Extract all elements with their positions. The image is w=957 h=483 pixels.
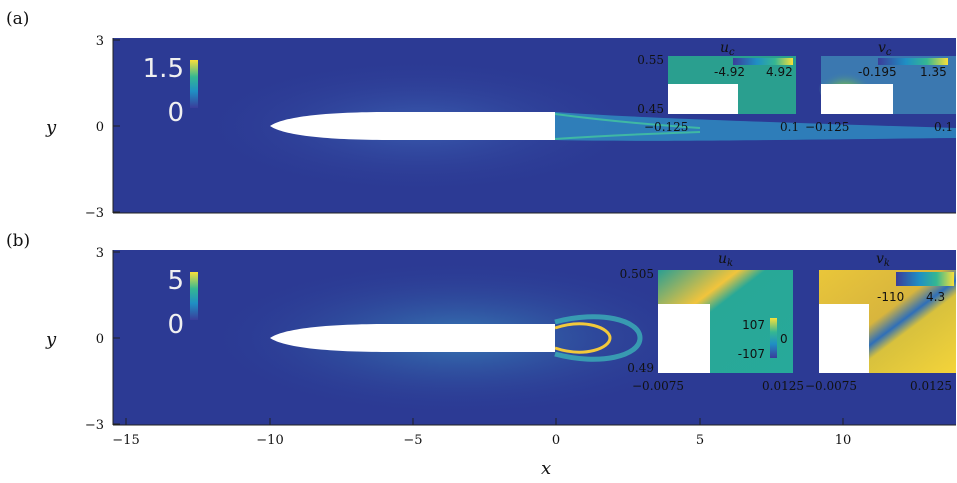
inset-uc-cb-min: -4.92 <box>714 65 745 79</box>
inset-vk-body <box>819 304 869 373</box>
panel-b-wake-arc-outer <box>554 314 643 362</box>
panel-a-ytick-top: 3 <box>96 34 104 49</box>
inset-vc-title: vc <box>878 40 892 58</box>
x-axis-ticks: −15 −10 −5 0 5 10 <box>112 418 851 448</box>
panel-b-wake-arc-inner <box>554 322 612 354</box>
panel-a-body <box>270 112 555 140</box>
inset-uk-xright: 0.0125 <box>762 379 804 393</box>
panel-a-ytick-mid: 0 <box>96 120 104 135</box>
panel-a-shear-lower <box>554 131 701 140</box>
inset-vk-cb-max: 4.3 <box>926 290 945 304</box>
inset-uc: -4.92 4.92 uc 0.55 0.45 −0.125 0.1 <box>637 40 799 134</box>
inset-uk-cb-mid: 0 <box>780 332 788 346</box>
xtick-neg5: −5 <box>403 433 422 448</box>
inset-vk-title: vk <box>876 251 890 269</box>
inset-vc-body <box>821 84 893 114</box>
panel-a-label: (a) <box>6 9 29 29</box>
panel-b-ytick-top: 3 <box>96 246 104 261</box>
panel-b: 3 0 −3 y 5 0 107 0 -107 uk 0.505 0.49 −0… <box>45 246 956 433</box>
inset-uk-ytop: 0.505 <box>620 267 654 281</box>
panel-b-label: (b) <box>6 231 30 251</box>
inset-vc-cb-max: 1.35 <box>920 65 947 79</box>
inset-uk-cb-max: 107 <box>742 318 765 332</box>
inset-uc-xright: 0.1 <box>780 120 799 134</box>
panel-a: 3 0 −3 y 1.5 0 -4.92 4.92 uc 0.55 0.45 −… <box>45 34 956 221</box>
panel-a-colorbar-max: 1.5 <box>143 54 184 84</box>
inset-uk-body <box>658 304 710 373</box>
panel-a-shear-upper <box>554 113 701 129</box>
inset-vc: -0.195 1.35 vc −0.125 0.1 <box>805 40 956 134</box>
panel-b-colorbar-min: 0 <box>167 310 184 340</box>
inset-vc-xright: 0.1 <box>934 120 953 134</box>
inset-uk-xleft: −0.0075 <box>632 379 684 393</box>
panel-b-colorbar <box>190 272 198 320</box>
panel-b-body <box>270 324 555 352</box>
inset-uc-cb-max: 4.92 <box>766 65 793 79</box>
xtick-5: 5 <box>696 433 704 448</box>
inset-uk: 107 0 -107 uk 0.505 0.49 −0.0075 0.0125 <box>620 251 804 393</box>
inset-uk-ybottom: 0.49 <box>627 361 654 375</box>
panel-a-colorbar-min: 0 <box>167 98 184 128</box>
panel-b-ytick-bottom: −3 <box>85 418 104 433</box>
inset-uc-title: uc <box>720 40 735 58</box>
xtick-neg10: −10 <box>256 433 283 448</box>
inset-vk-xleft: −0.0075 <box>805 379 857 393</box>
inset-uc-xleft: −0.125 <box>644 120 688 134</box>
inset-uk-cb-min: -107 <box>738 347 765 361</box>
inset-uc-ybottom: 0.45 <box>637 102 664 116</box>
panel-a-colorbar <box>190 60 198 108</box>
inset-uc-body <box>668 84 738 114</box>
inset-vk-xright: 0.0125 <box>910 379 952 393</box>
panel-a-y-label: y <box>45 117 57 138</box>
x-axis-label: x <box>541 458 551 479</box>
inset-vc-colorbar <box>878 58 948 65</box>
xtick-10: 10 <box>835 433 852 448</box>
inset-vc-xleft: −0.125 <box>805 120 849 134</box>
inset-uk-colorbar <box>770 318 777 358</box>
panel-b-y-label: y <box>45 329 57 350</box>
inset-uk-title: uk <box>718 251 733 269</box>
inset-vk-cb-min: -110 <box>877 290 904 304</box>
inset-vk: -110 4.3 vk −0.0075 0.0125 <box>805 251 956 393</box>
inset-vk-colorbar <box>896 272 954 286</box>
xtick-neg15: −15 <box>112 433 139 448</box>
inset-uc-ytop: 0.55 <box>637 53 664 67</box>
panel-a-ytick-bottom: −3 <box>85 206 104 221</box>
inset-vc-cb-min: -0.195 <box>858 65 897 79</box>
panel-b-colorbar-max: 5 <box>167 266 184 296</box>
xtick-0: 0 <box>552 433 560 448</box>
inset-uc-colorbar <box>733 58 793 65</box>
panel-b-ytick-mid: 0 <box>96 332 104 347</box>
